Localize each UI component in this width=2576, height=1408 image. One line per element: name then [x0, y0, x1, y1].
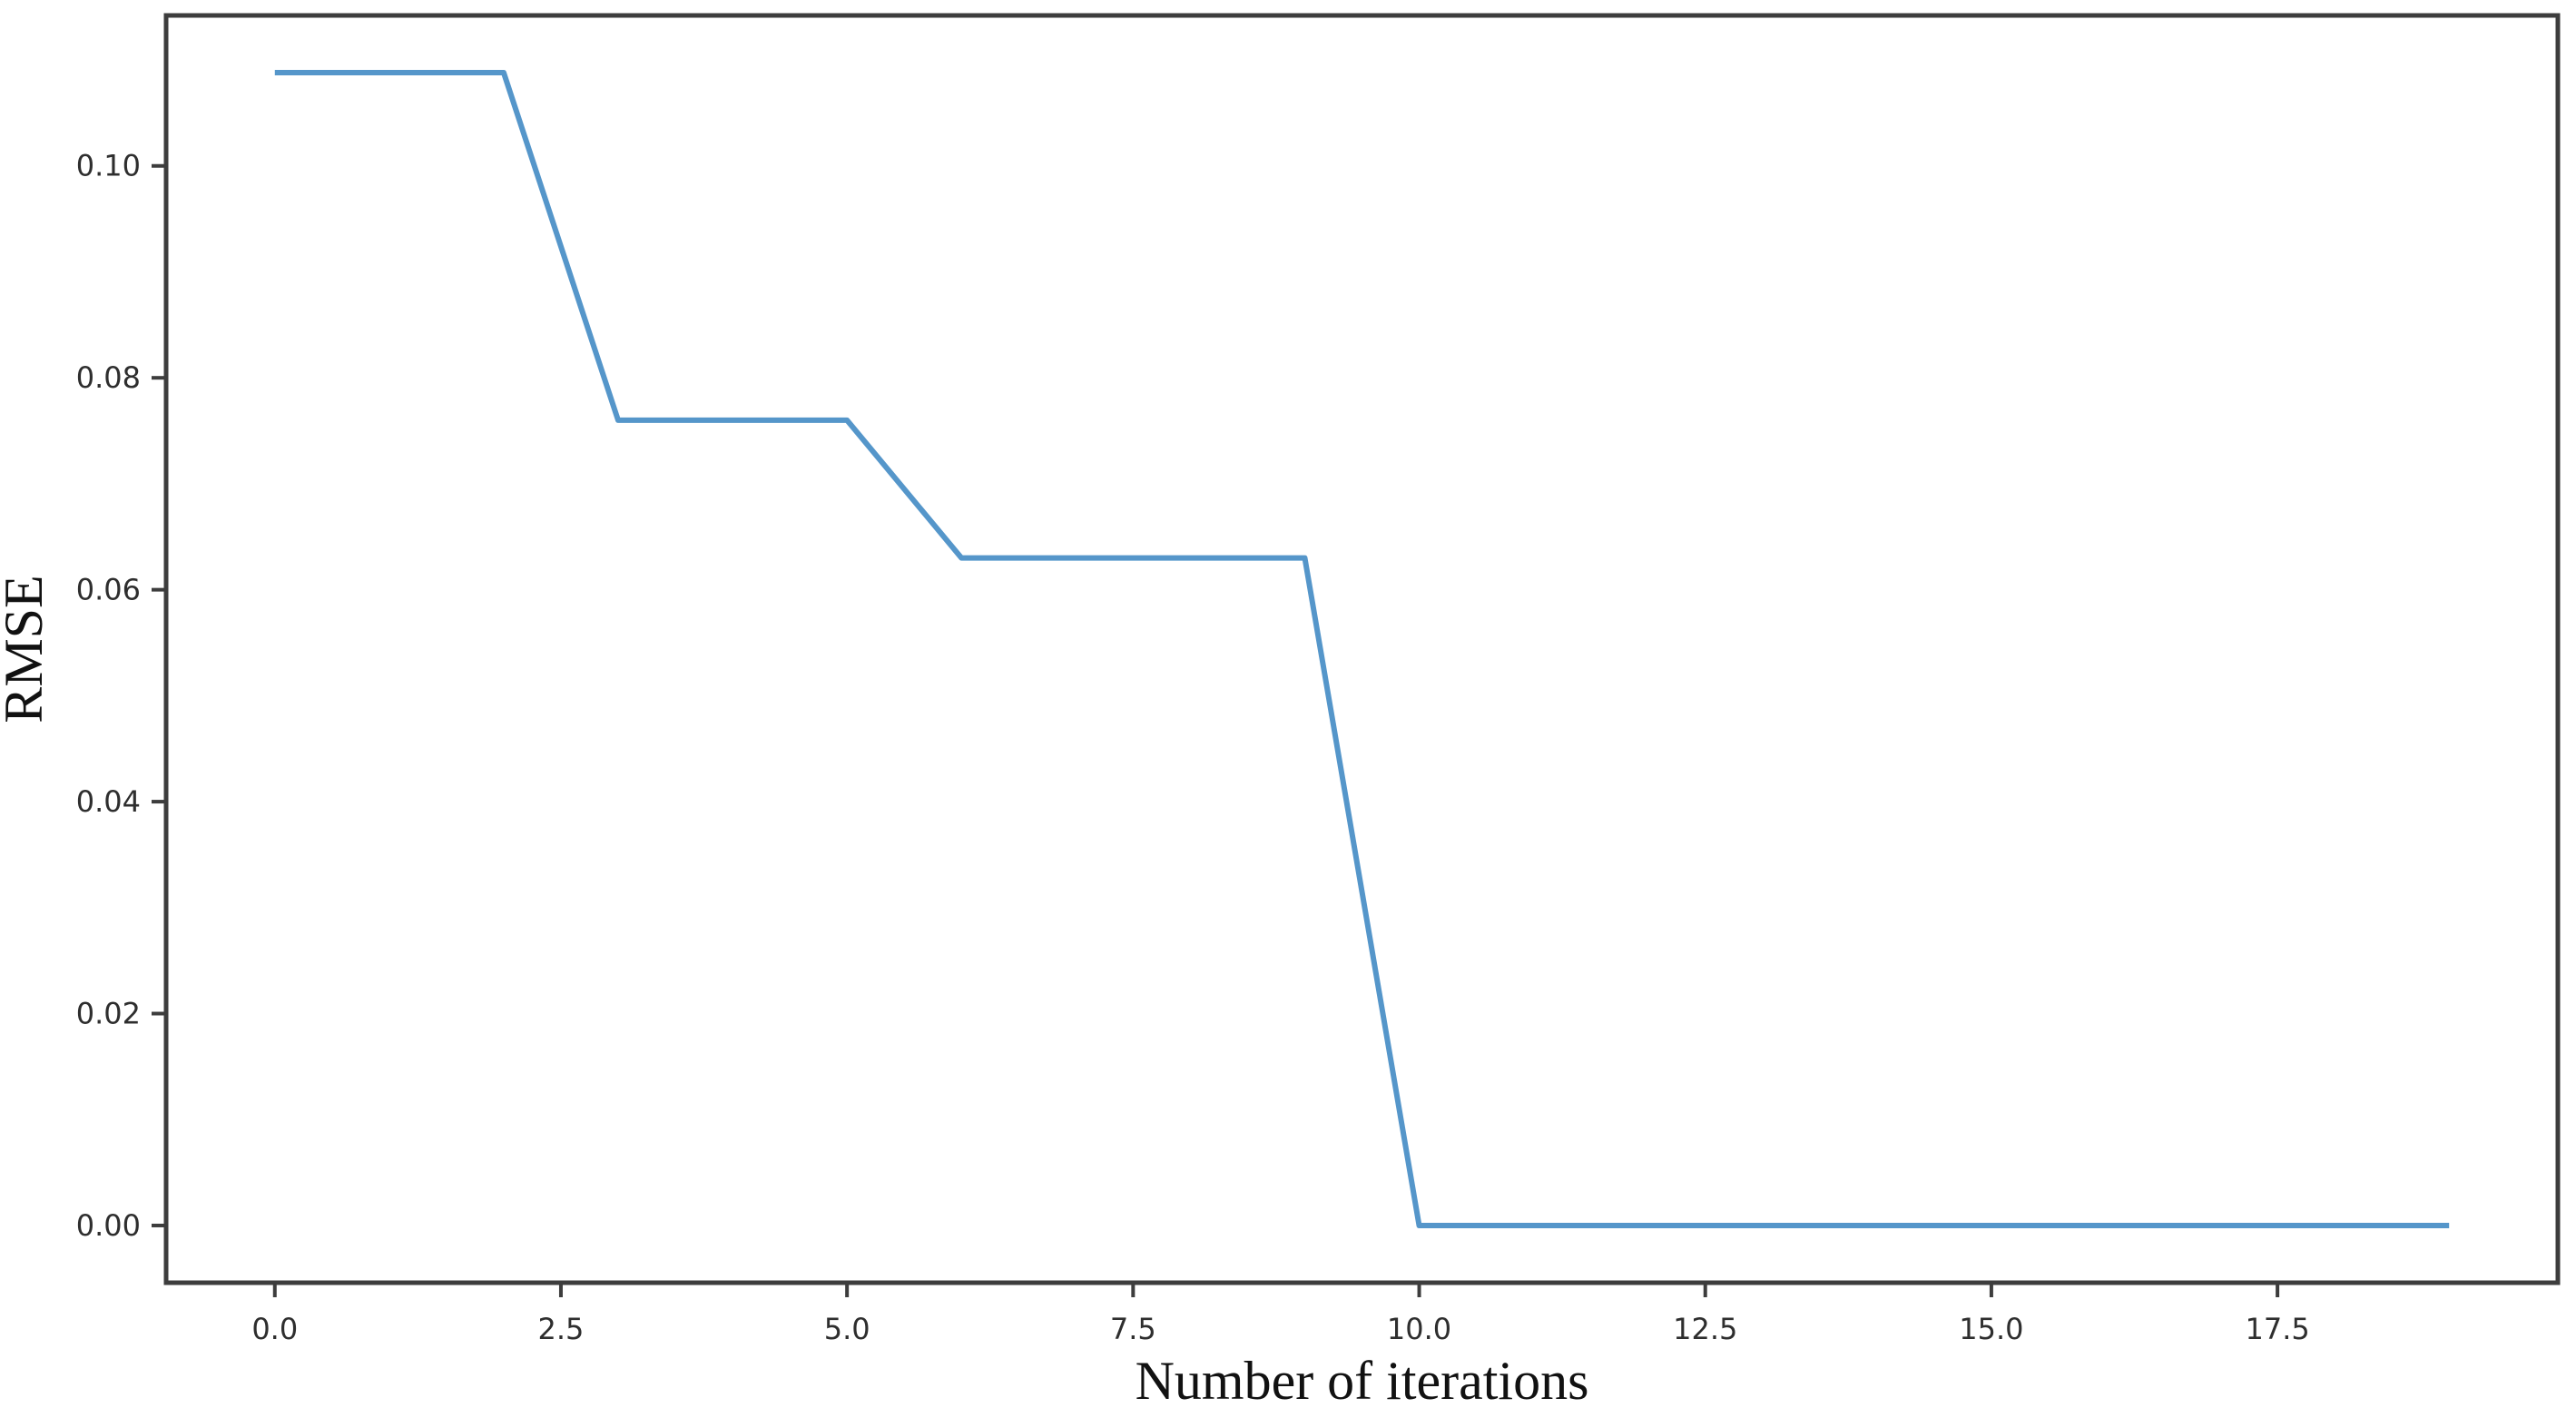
x-tick-label: 15.0 [1959, 1312, 2023, 1346]
x-tick-label: 0.0 [251, 1312, 298, 1346]
y-axis-label: RMSE [0, 575, 54, 723]
x-tick-label: 17.5 [2245, 1312, 2309, 1346]
x-tick-label: 7.5 [1110, 1312, 1156, 1346]
x-tick-label: 5.0 [824, 1312, 870, 1346]
plot-spines [163, 13, 2561, 1285]
y-tick-label: 0.00 [76, 1208, 141, 1243]
x-axis-label: Number of iterations [1136, 1351, 1589, 1408]
y-tick-label: 0.06 [76, 573, 141, 607]
y-tick-label: 0.10 [76, 149, 141, 183]
x-tick-label: 2.5 [538, 1312, 585, 1346]
x-tick-label: 10.0 [1387, 1312, 1451, 1346]
plot-area [166, 15, 2558, 1283]
rmse-line-series [274, 70, 2450, 1228]
y-tick-label: 0.04 [76, 784, 141, 819]
y-tick-label: 0.02 [76, 997, 141, 1031]
y-tick-label: 0.08 [76, 360, 141, 395]
x-tick-label: 12.5 [1673, 1312, 1737, 1346]
